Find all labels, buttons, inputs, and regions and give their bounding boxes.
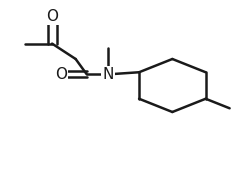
Text: O: O: [55, 67, 67, 82]
Text: N: N: [102, 67, 114, 82]
Text: O: O: [46, 9, 58, 24]
